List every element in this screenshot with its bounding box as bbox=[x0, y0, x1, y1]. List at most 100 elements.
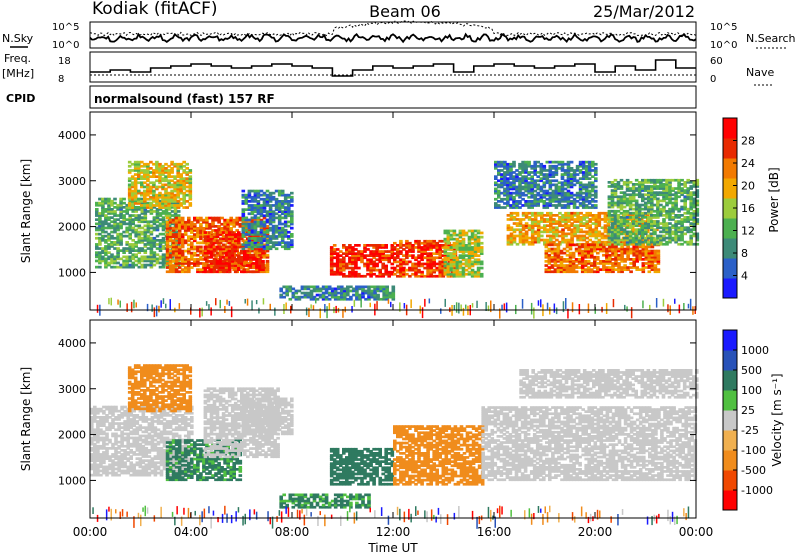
power-cell bbox=[158, 169, 162, 172]
power-cell bbox=[414, 241, 418, 245]
power-cell bbox=[241, 218, 246, 222]
power-cell bbox=[152, 175, 156, 178]
power-cell bbox=[572, 177, 577, 180]
power-cell bbox=[596, 245, 600, 249]
power-cell bbox=[188, 183, 193, 187]
power-cell bbox=[414, 246, 418, 249]
power-cell bbox=[205, 225, 209, 228]
power-cell bbox=[606, 218, 611, 221]
power-cell bbox=[479, 241, 484, 245]
power-cell bbox=[375, 244, 379, 247]
power-cell bbox=[616, 234, 621, 238]
power-cell bbox=[226, 218, 230, 222]
power-cell bbox=[665, 209, 669, 213]
power-cell bbox=[143, 245, 148, 248]
power-cell bbox=[550, 260, 555, 263]
power-cell bbox=[247, 222, 252, 226]
power-cell bbox=[521, 179, 525, 183]
power-cell bbox=[158, 222, 163, 226]
power-cell bbox=[579, 211, 583, 215]
power-cell bbox=[104, 234, 108, 238]
power-cell bbox=[568, 262, 573, 265]
power-cell bbox=[149, 249, 154, 252]
nsky-line bbox=[89, 32, 697, 44]
power-cell bbox=[594, 177, 598, 180]
power-cell bbox=[161, 228, 166, 232]
power-cell bbox=[107, 243, 111, 246]
power-cell bbox=[444, 244, 449, 247]
power-cell bbox=[351, 246, 355, 249]
power-cell bbox=[205, 262, 209, 265]
power-cell bbox=[665, 232, 669, 236]
power-cell bbox=[578, 191, 583, 195]
power-cell bbox=[335, 254, 340, 257]
power-cell bbox=[116, 239, 120, 242]
power-cell bbox=[140, 259, 145, 263]
power-cell bbox=[131, 245, 135, 248]
power-cell bbox=[429, 241, 433, 245]
power-cell bbox=[113, 259, 117, 263]
power-cell bbox=[597, 224, 602, 227]
power-cell bbox=[521, 234, 526, 238]
power-panel-background bbox=[90, 112, 696, 310]
power-cell bbox=[107, 210, 111, 213]
power-cell bbox=[101, 224, 105, 228]
power-cell bbox=[616, 183, 621, 186]
power-cell bbox=[247, 193, 252, 197]
power-cell bbox=[98, 265, 102, 269]
power-cell bbox=[250, 212, 255, 216]
power-cell bbox=[473, 262, 478, 266]
power-cell bbox=[128, 243, 132, 246]
power-cell bbox=[566, 202, 571, 205]
power-cell bbox=[133, 189, 138, 193]
power-cell bbox=[551, 189, 556, 193]
power-cell bbox=[203, 237, 208, 241]
power-cell bbox=[152, 206, 157, 209]
power-cell bbox=[155, 226, 160, 230]
power-cell bbox=[243, 255, 247, 259]
power-cell bbox=[229, 227, 233, 230]
power-cell bbox=[608, 253, 612, 257]
power-cell bbox=[656, 207, 660, 211]
power-cell bbox=[627, 218, 632, 221]
power-cell bbox=[656, 222, 660, 225]
power-cell bbox=[187, 237, 191, 241]
power-cell bbox=[165, 270, 170, 274]
power-cell bbox=[530, 214, 535, 217]
power-cell bbox=[555, 238, 559, 242]
power-cell bbox=[152, 255, 157, 259]
power-cell bbox=[202, 262, 206, 265]
power-cell bbox=[265, 230, 270, 234]
power-cell bbox=[634, 178, 639, 182]
power-cell bbox=[613, 195, 618, 199]
power-cell bbox=[137, 236, 142, 240]
power-cell bbox=[384, 264, 388, 268]
power-cell bbox=[616, 236, 621, 240]
power-cell bbox=[497, 173, 501, 176]
power-cell bbox=[164, 191, 168, 195]
power-cell bbox=[354, 272, 358, 276]
power-cell bbox=[185, 162, 189, 166]
power-cell bbox=[662, 187, 666, 190]
power-cell bbox=[581, 175, 586, 178]
power-cell bbox=[644, 216, 648, 219]
power-cell bbox=[530, 204, 534, 207]
power-cell bbox=[569, 191, 574, 195]
power-cell bbox=[470, 237, 475, 241]
power-cell bbox=[559, 266, 564, 269]
power-cell bbox=[546, 220, 550, 223]
power-cell bbox=[173, 206, 177, 209]
power-cell bbox=[261, 262, 265, 265]
power-cell bbox=[644, 249, 649, 253]
power-cell bbox=[634, 205, 639, 209]
power-cell bbox=[631, 207, 636, 211]
power-cell bbox=[271, 212, 276, 216]
power-cell bbox=[164, 214, 169, 217]
power-cell bbox=[506, 191, 510, 195]
power-cell bbox=[262, 193, 267, 197]
power-cell bbox=[544, 245, 549, 249]
power-cell bbox=[268, 206, 273, 209]
power-cell bbox=[155, 160, 159, 164]
power-cell bbox=[543, 220, 547, 223]
power-cell bbox=[271, 216, 276, 220]
